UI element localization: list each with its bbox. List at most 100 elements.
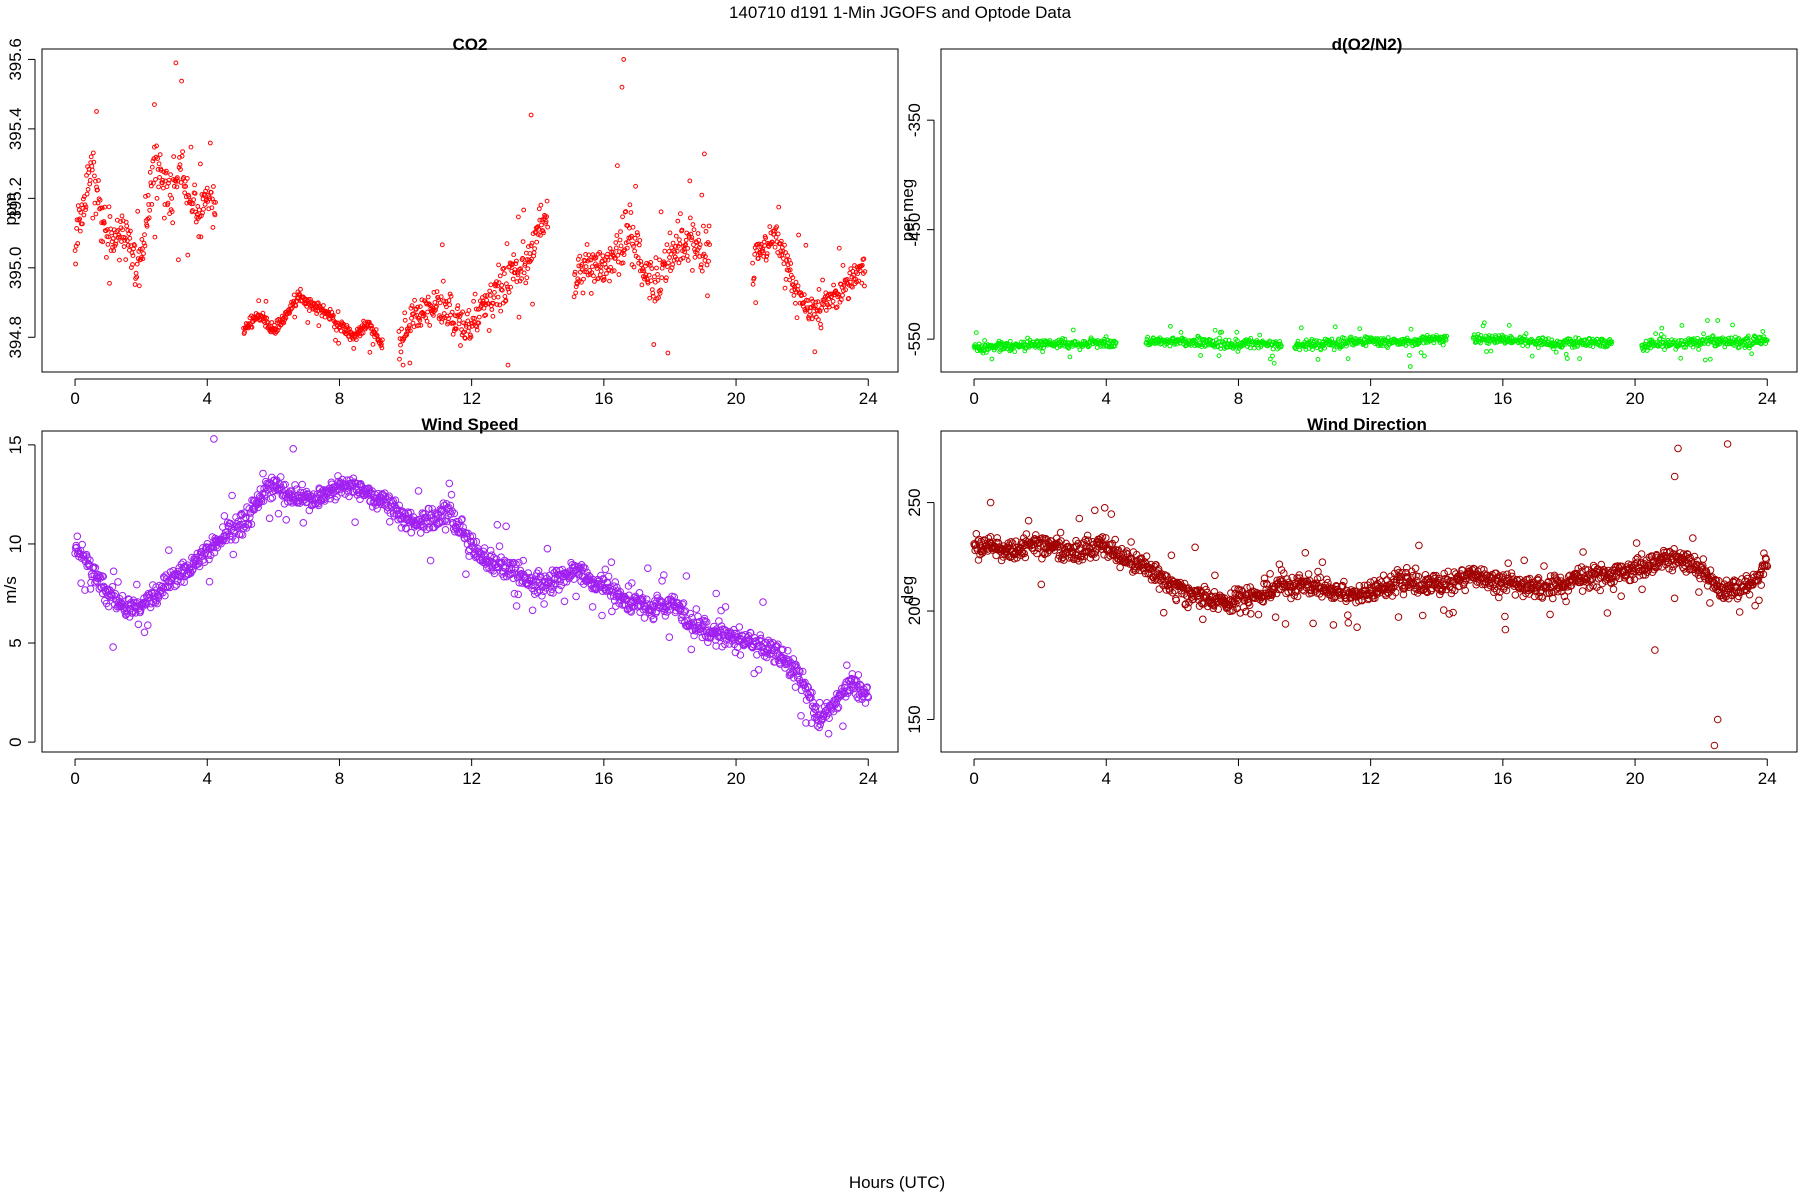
co2-point (95, 187, 100, 193)
co2-point (701, 223, 706, 229)
co2-point (474, 327, 480, 333)
co2-point (839, 297, 844, 303)
co2-point (600, 253, 606, 259)
wind-speed-point (462, 570, 470, 579)
co2-point (118, 219, 123, 225)
co2-point (256, 298, 262, 304)
o2n2-point (1348, 334, 1354, 340)
co2-point (594, 263, 599, 269)
wind-direction-y-tick-label: 200 (905, 597, 924, 625)
co2-point (683, 242, 688, 247)
wind-speed-point (386, 518, 394, 526)
co2-point (514, 258, 519, 264)
co2-point (523, 280, 529, 286)
o2n2-point (1038, 344, 1044, 350)
co2-point (607, 278, 612, 284)
co2-point (683, 237, 689, 243)
co2-point (809, 296, 814, 302)
wind-speed-x-tick-label: 12 (462, 769, 481, 788)
co2-point (816, 287, 822, 292)
wind-direction-point (1379, 571, 1388, 580)
o2n2-y-tick-label: -450 (905, 213, 924, 247)
co2-point (99, 205, 105, 211)
co2-point (169, 209, 175, 215)
wind-speed-point (161, 591, 169, 600)
wind-speed-point (206, 551, 215, 560)
o2n2-point (1417, 340, 1422, 346)
co2-point (513, 261, 519, 267)
wind-speed-point (298, 480, 307, 489)
co2-point (669, 265, 675, 271)
co2-point (165, 200, 171, 206)
co2-point (440, 316, 446, 321)
co2-point (363, 325, 369, 331)
wind-speed-point (109, 643, 117, 651)
co2-point (141, 240, 147, 246)
wind-speed-point (144, 621, 152, 630)
co2-point (823, 308, 829, 313)
co2-point (836, 245, 842, 251)
o2n2-point (1271, 360, 1277, 366)
wind-direction-y-tick-label: 150 (905, 705, 924, 733)
co2-point (130, 262, 135, 267)
co2-point (487, 288, 493, 294)
wind-speed-point (78, 540, 86, 549)
co2-point (699, 192, 705, 198)
wind-speed-point (242, 514, 250, 522)
wind-direction-point (1304, 570, 1313, 578)
co2-point (213, 200, 218, 205)
co2-point (93, 211, 99, 217)
o2n2-point (1553, 349, 1559, 355)
co2-point (182, 190, 188, 196)
co2-point (198, 234, 204, 240)
wind-speed-point (268, 493, 277, 502)
o2n2-point (1270, 346, 1276, 352)
wind-speed-point (692, 605, 701, 613)
co2-point (580, 290, 586, 296)
co2-point (168, 172, 174, 178)
co2-point (196, 234, 202, 240)
wind-direction-x-tick-label: 20 (1626, 769, 1645, 788)
co2-point (146, 202, 152, 207)
co2-point (177, 162, 183, 168)
wind-speed-point (99, 572, 107, 581)
co2-point (122, 237, 128, 243)
co2-point (704, 262, 710, 268)
co2-point (657, 257, 662, 263)
wind-speed-point (220, 512, 229, 520)
wind-speed-point (219, 536, 228, 545)
co2-point (249, 324, 255, 330)
co2-point (177, 155, 182, 160)
co2-point (115, 228, 121, 233)
co2-point (427, 323, 433, 328)
co2-point (486, 328, 492, 333)
co2-point (524, 275, 530, 281)
co2-point (150, 158, 156, 164)
co2-point (144, 223, 150, 229)
co2-point (631, 264, 637, 270)
o2n2-point (1407, 364, 1413, 369)
o2n2-point (1407, 353, 1412, 358)
co2-point (705, 293, 710, 299)
co2-point (698, 264, 704, 270)
co2-point (647, 295, 653, 301)
co2-point (87, 177, 93, 183)
wind-speed-point (854, 671, 863, 679)
co2-point (763, 257, 769, 263)
co2-point (691, 227, 697, 233)
o2n2-point (1235, 338, 1240, 344)
o2n2-point (1484, 349, 1489, 354)
co2-point (83, 207, 88, 213)
co2-plot-frame (41, 48, 899, 373)
co2-point (496, 280, 502, 286)
co2-point (641, 268, 647, 274)
co2-point (703, 228, 709, 234)
o2n2-point (1501, 334, 1507, 340)
co2-point (545, 224, 551, 230)
co2-point (160, 177, 166, 183)
co2-point (785, 253, 790, 259)
wind-direction-point (1167, 551, 1176, 560)
co2-point (106, 204, 112, 210)
